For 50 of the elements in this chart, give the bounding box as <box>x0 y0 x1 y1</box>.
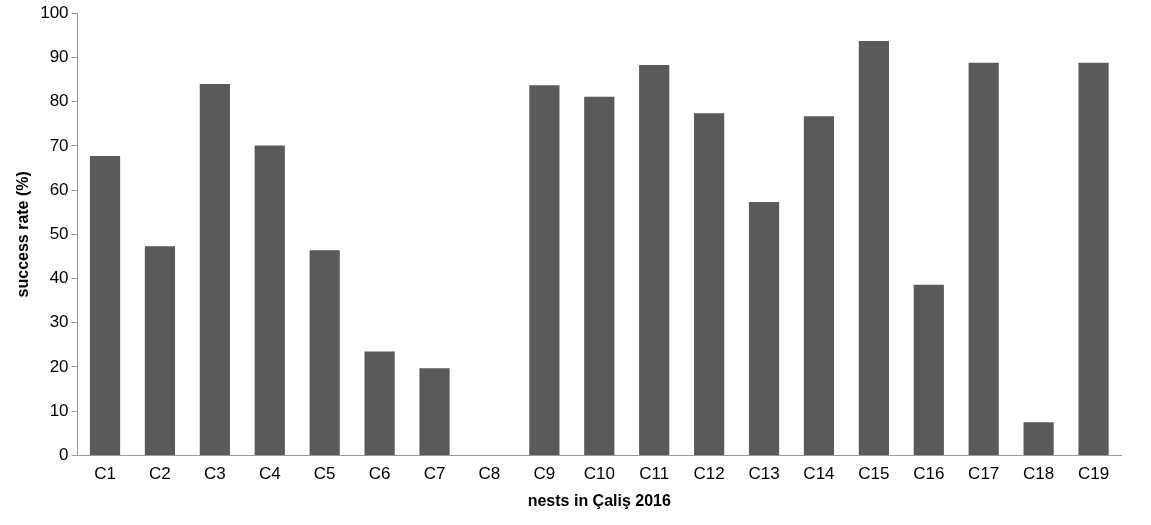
bar <box>968 62 999 455</box>
x-axis-title: nests in Çaliş 2016 <box>527 491 671 509</box>
bar <box>199 83 230 455</box>
bar <box>254 145 285 455</box>
x-tick-label: C17 <box>968 464 1000 484</box>
bar <box>89 156 121 455</box>
x-tick-label: C14 <box>803 464 835 484</box>
x-tick-label: C12 <box>693 464 725 484</box>
bar <box>1023 422 1054 455</box>
y-tick-label: 100 <box>40 2 69 22</box>
y-tick-label: 20 <box>49 356 69 376</box>
x-tick-label: C5 <box>313 464 336 484</box>
x-tick-label: C19 <box>1077 464 1110 484</box>
y-axis-title: success rate (%) <box>14 171 32 298</box>
bar <box>748 202 780 455</box>
bar <box>913 284 944 455</box>
x-tick-label: C10 <box>583 464 615 484</box>
x-tick-label: C9 <box>533 464 556 484</box>
x-tick-label: C4 <box>258 464 281 484</box>
x-tick-label: C2 <box>149 464 171 484</box>
bar <box>639 64 670 455</box>
bar <box>694 113 725 455</box>
y-tick-label: 10 <box>49 400 69 420</box>
x-tick-label: C1 <box>94 464 116 484</box>
bar <box>858 41 889 455</box>
x-tick-label: C15 <box>858 464 890 484</box>
x-tick-label: C3 <box>203 464 226 484</box>
bar <box>529 85 560 455</box>
x-tick-label: C8 <box>478 464 501 484</box>
y-tick-label: 60 <box>49 179 69 199</box>
y-tick-label: 30 <box>49 312 69 332</box>
y-tick-label: 50 <box>49 223 69 243</box>
y-tick-label: 90 <box>49 47 69 67</box>
bar <box>309 250 340 455</box>
y-tick-label: 70 <box>49 135 69 155</box>
bar <box>1078 62 1109 455</box>
x-tick-label: C13 <box>748 464 780 484</box>
bar <box>364 351 395 455</box>
bar <box>584 96 615 455</box>
x-tick-label: C7 <box>423 464 446 484</box>
bar <box>144 246 176 455</box>
x-tick-label: C16 <box>913 464 945 484</box>
x-tick-label: C11 <box>639 464 670 484</box>
bar <box>419 368 450 455</box>
y-tick-label: 40 <box>49 268 69 288</box>
y-tick-label: 80 <box>49 91 69 111</box>
x-tick-label: C18 <box>1023 464 1055 484</box>
bar <box>803 116 835 455</box>
y-tick-label: 0 <box>59 445 69 465</box>
x-tick-label: C6 <box>368 464 391 484</box>
